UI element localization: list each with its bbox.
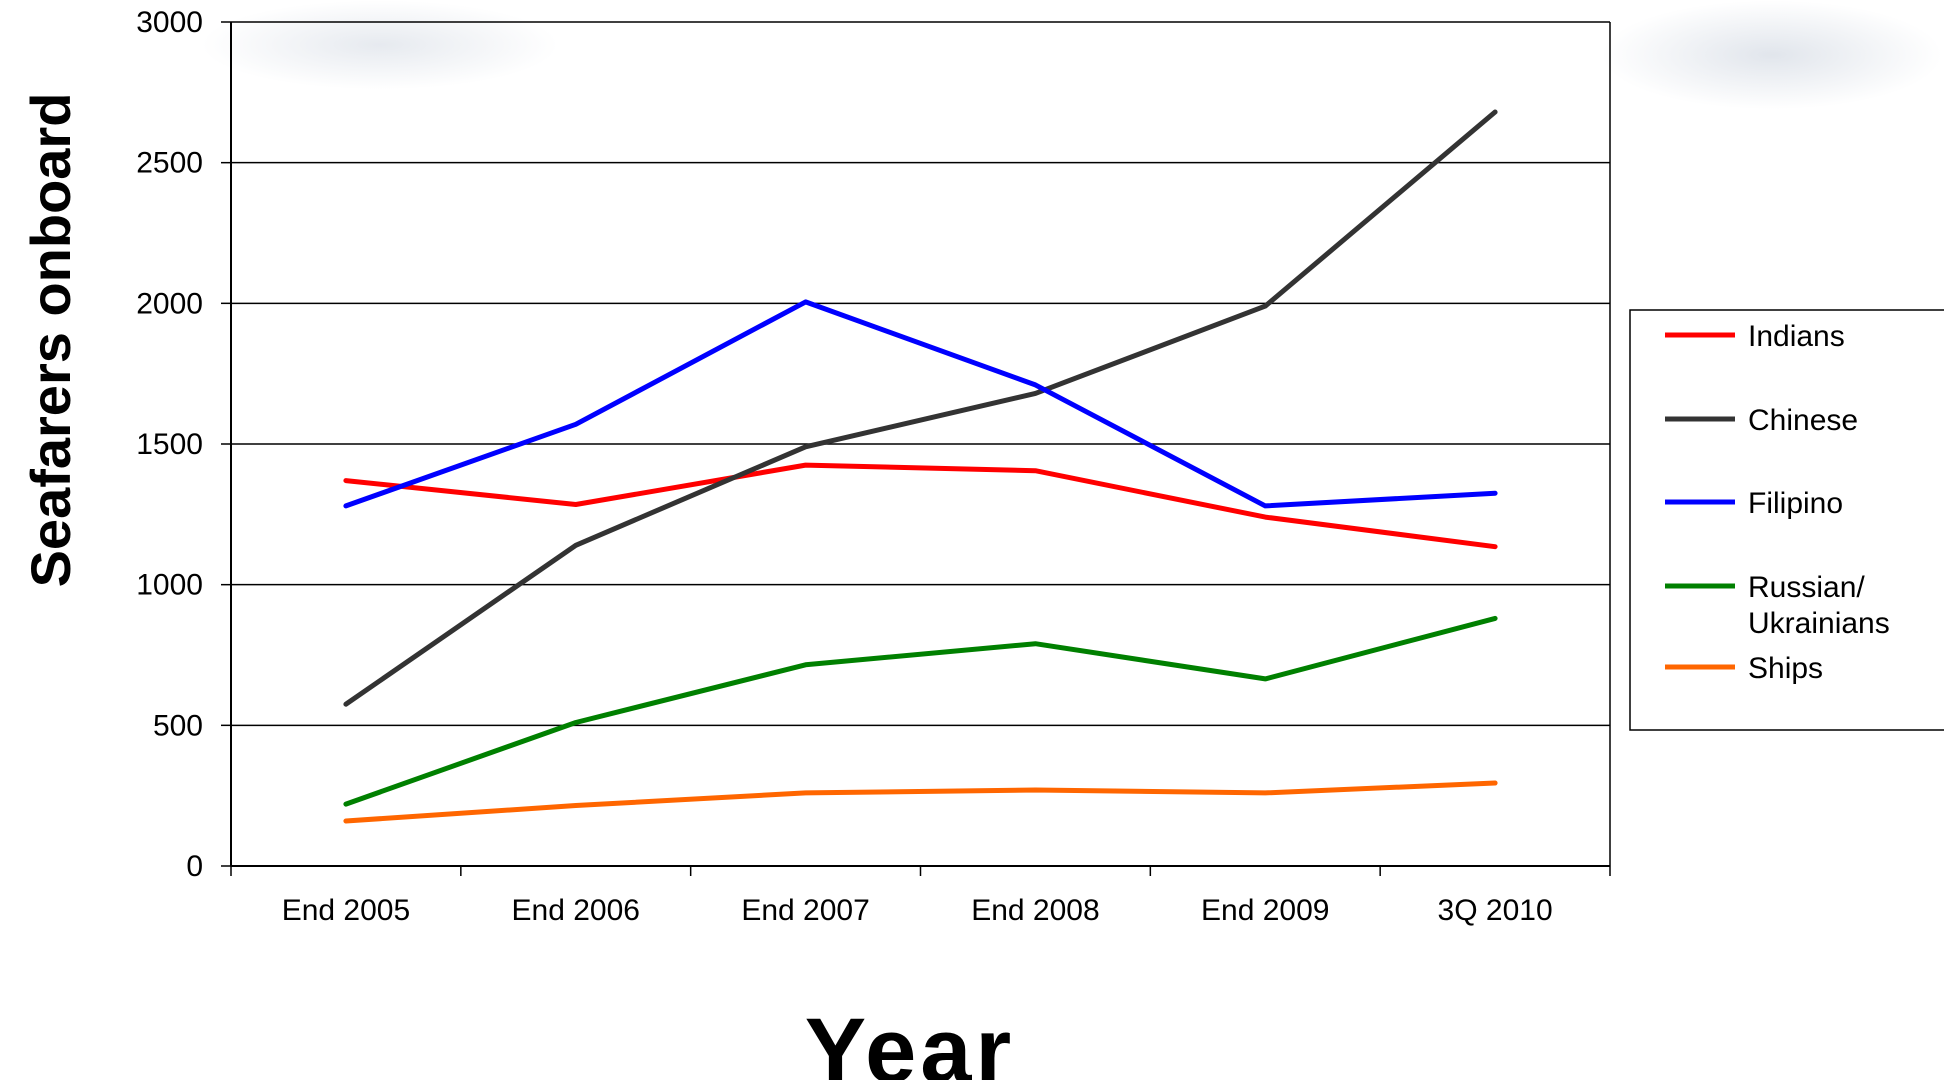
y-tick-label: 3000 <box>136 6 203 39</box>
series-line-filipino <box>343 299 1498 509</box>
background-haze-right <box>1600 0 1944 110</box>
y-tick-label: 2000 <box>136 287 203 320</box>
x-tick-label: End 2006 <box>512 894 640 927</box>
x-tick-label: End 2005 <box>282 894 410 927</box>
y-axis-ticks: 0 500 1000 1500 2000 2500 3000 <box>136 6 231 883</box>
y-tick-label: 1000 <box>136 569 203 602</box>
series-line-indians <box>343 462 1498 550</box>
y-tick-label: 2500 <box>136 147 203 180</box>
x-tick-label: End 2008 <box>971 894 1099 927</box>
legend-label: Indians <box>1748 320 1845 353</box>
legend-label: Russian/Ukrainians <box>1748 571 1890 640</box>
y-tick-label: 0 <box>186 850 203 883</box>
x-axis-title: Year <box>805 1000 1015 1080</box>
x-tick-label: 3Q 2010 <box>1438 894 1553 927</box>
x-axis-ticks: End 2005 End 2006 End 2007 End 2008 End 2009… <box>230 866 1611 927</box>
series-line-chinese <box>343 109 1498 707</box>
y-axis-title: Seafarers onboard <box>19 93 82 588</box>
legend-label: Chinese <box>1748 404 1858 437</box>
series-lines <box>343 109 1498 824</box>
series-line-ships <box>343 780 1498 824</box>
background-haze-left <box>200 0 560 90</box>
gridlines <box>231 21 1610 727</box>
y-tick-label: 1500 <box>136 428 203 461</box>
x-tick-label: End 2007 <box>741 894 869 927</box>
y-tick-label: 500 <box>153 709 203 742</box>
x-tick-label: End 2009 <box>1201 894 1329 927</box>
legend-label: Ships <box>1748 652 1823 685</box>
legend-box <box>1629 309 1944 731</box>
legend: Indians Chinese Filipino Russian/Ukrainians… <box>1629 309 1944 731</box>
legend-label: Filipino <box>1748 487 1843 520</box>
series-line-russian-ukrainians <box>343 615 1498 807</box>
